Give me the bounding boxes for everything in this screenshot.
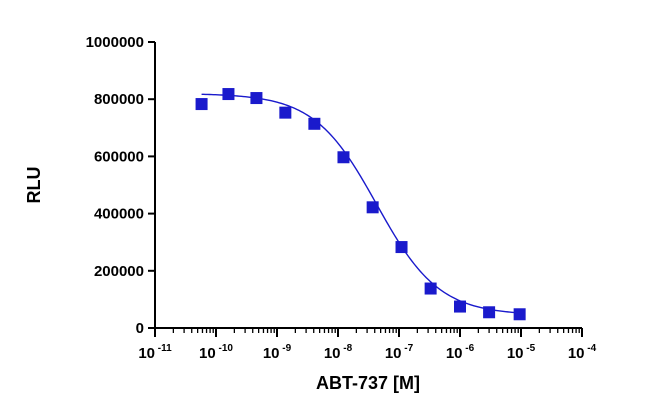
- y-tick-label: 200000: [94, 263, 144, 280]
- data-point: [483, 306, 496, 319]
- x-tick-label: 10 -6: [446, 343, 475, 362]
- x-tick-label: 10 -9: [263, 343, 292, 362]
- fit-curve-layer: [201, 93, 520, 314]
- x-tick-label: 10 -10: [199, 343, 233, 362]
- axes: [154, 42, 582, 329]
- y-tick-label: 400000: [94, 206, 144, 223]
- y-axis-title: RLU: [24, 167, 44, 204]
- y-tick-label: 800000: [94, 91, 144, 108]
- x-tick-label: 10 -7: [385, 343, 414, 362]
- y-tick-label: 0: [136, 320, 144, 337]
- data-point: [454, 300, 466, 313]
- data-point: [513, 308, 526, 321]
- y-tick-label: 600000: [94, 148, 144, 165]
- x-tick-label: 10 -8: [324, 343, 353, 362]
- fit-curve: [201, 93, 520, 314]
- x-axis-title: ABT-737 [M]: [316, 373, 420, 393]
- data-points-layer: [195, 88, 526, 321]
- x-tick-label: 10 -11: [138, 343, 172, 362]
- x-axis-ticks: 10 -11 10 -10 10 -9 10 -8 10 -7 10 -6 10 -5 10 …: [138, 328, 597, 362]
- data-point: [308, 117, 321, 130]
- x-tick-label: 10 -4: [568, 343, 597, 362]
- data-point: [337, 151, 350, 164]
- data-point: [222, 88, 235, 101]
- x-tick-label: 10 -5: [507, 343, 536, 362]
- y-axis-ticks: 0 200000 400000 600000 800000 1000000: [86, 34, 155, 337]
- data-point: [395, 241, 408, 254]
- data-point: [424, 282, 437, 295]
- data-point: [195, 98, 208, 111]
- data-point: [250, 92, 263, 105]
- y-tick-label: 1000000: [86, 34, 144, 51]
- data-point: [366, 201, 379, 214]
- data-point: [279, 106, 292, 119]
